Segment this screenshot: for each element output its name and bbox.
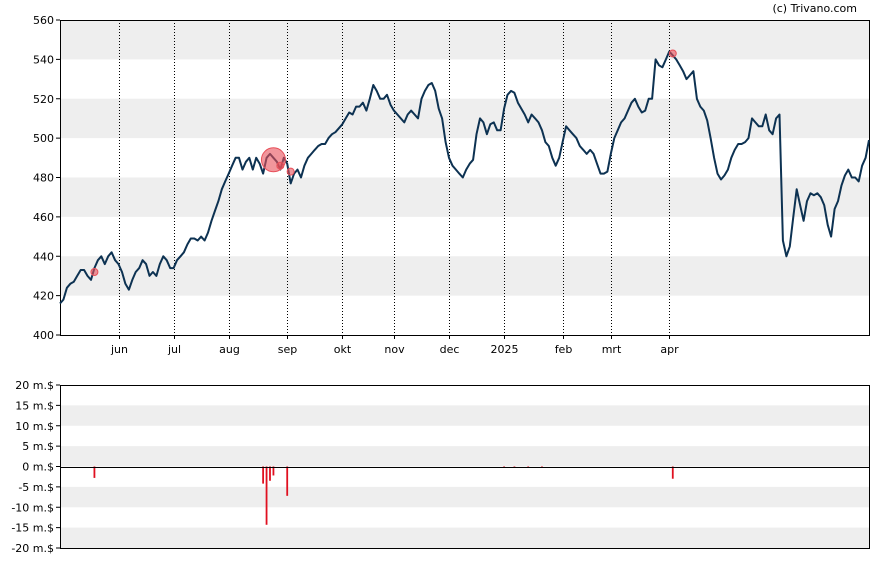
price-band xyxy=(60,98,869,139)
month-label: jul xyxy=(167,343,181,356)
trade-marker xyxy=(276,161,285,170)
month-label: nov xyxy=(384,343,405,356)
price-tick-label: 540 xyxy=(33,53,54,66)
volume-tick-label: -10 m.$ xyxy=(11,501,54,514)
month-label: sep xyxy=(278,343,297,356)
price-band xyxy=(60,20,869,60)
volume-bar xyxy=(262,466,265,484)
price-chart-bands xyxy=(60,20,869,296)
volume-bar xyxy=(93,466,96,478)
volume-chart-frame xyxy=(60,385,870,549)
volume-band xyxy=(60,527,869,548)
volume-tick-label: 0 m.$ xyxy=(22,461,54,474)
volume-bar xyxy=(671,466,674,479)
volume-tick-label: -20 m.$ xyxy=(11,542,54,555)
price-tick-label: 480 xyxy=(33,172,54,185)
month-label: 2025 xyxy=(491,343,519,356)
volume-bar xyxy=(265,466,268,525)
month-label: mrt xyxy=(602,343,622,356)
month-label: apr xyxy=(660,343,679,356)
volume-bar xyxy=(286,466,289,496)
volume-bar xyxy=(272,466,275,476)
price-band xyxy=(60,256,869,296)
volume-tick-label: -5 m.$ xyxy=(18,481,54,494)
price-tick-label: 440 xyxy=(33,250,54,263)
volume-bar xyxy=(269,466,271,481)
trade-marker xyxy=(286,167,295,176)
volume-band xyxy=(60,486,869,508)
price-y-tick-labels: 400 420 440 460 480 500 520 540 560 xyxy=(33,14,60,342)
volume-tick-label: 5 m.$ xyxy=(22,440,54,453)
price-tick-label: 420 xyxy=(33,290,54,303)
volume-tick-label: -15 m.$ xyxy=(11,522,54,535)
price-tick-label: 520 xyxy=(33,93,54,106)
price-chart-frame xyxy=(60,20,870,336)
volume-y-tick-labels: 20 m.$ 15 m.$ 10 m.$ 5 m.$ 0 m.$ -5 m.$ -10 m.… xyxy=(11,379,60,555)
month-label: dec xyxy=(440,343,460,356)
month-label: feb xyxy=(555,343,573,356)
price-line xyxy=(59,50,870,305)
volume-band xyxy=(60,446,869,467)
month-label: okt xyxy=(334,343,352,356)
volume-tick-label: 10 m.$ xyxy=(15,420,54,433)
price-tick-label: 500 xyxy=(33,132,54,145)
trade-marker xyxy=(90,268,99,276)
trade-markers xyxy=(90,49,677,276)
price-tick-label: 560 xyxy=(33,14,54,27)
trade-marker xyxy=(668,49,677,58)
volume-tick-label: 20 m.$ xyxy=(15,379,54,392)
volume-chart-bands xyxy=(60,405,869,548)
price-tick-label: 460 xyxy=(33,211,54,224)
month-label: jun xyxy=(110,343,128,356)
volume-band xyxy=(60,405,869,426)
price-tick-label: 400 xyxy=(33,329,54,342)
copyright-credit: (c) Trivano.com xyxy=(772,2,857,15)
month-x-tick-labels: jun jul aug sep okt nov dec 2025 feb mrt apr xyxy=(110,343,679,356)
price-band xyxy=(60,177,869,217)
volume-tick-label: 15 m.$ xyxy=(15,399,54,412)
month-label: aug xyxy=(219,343,240,356)
